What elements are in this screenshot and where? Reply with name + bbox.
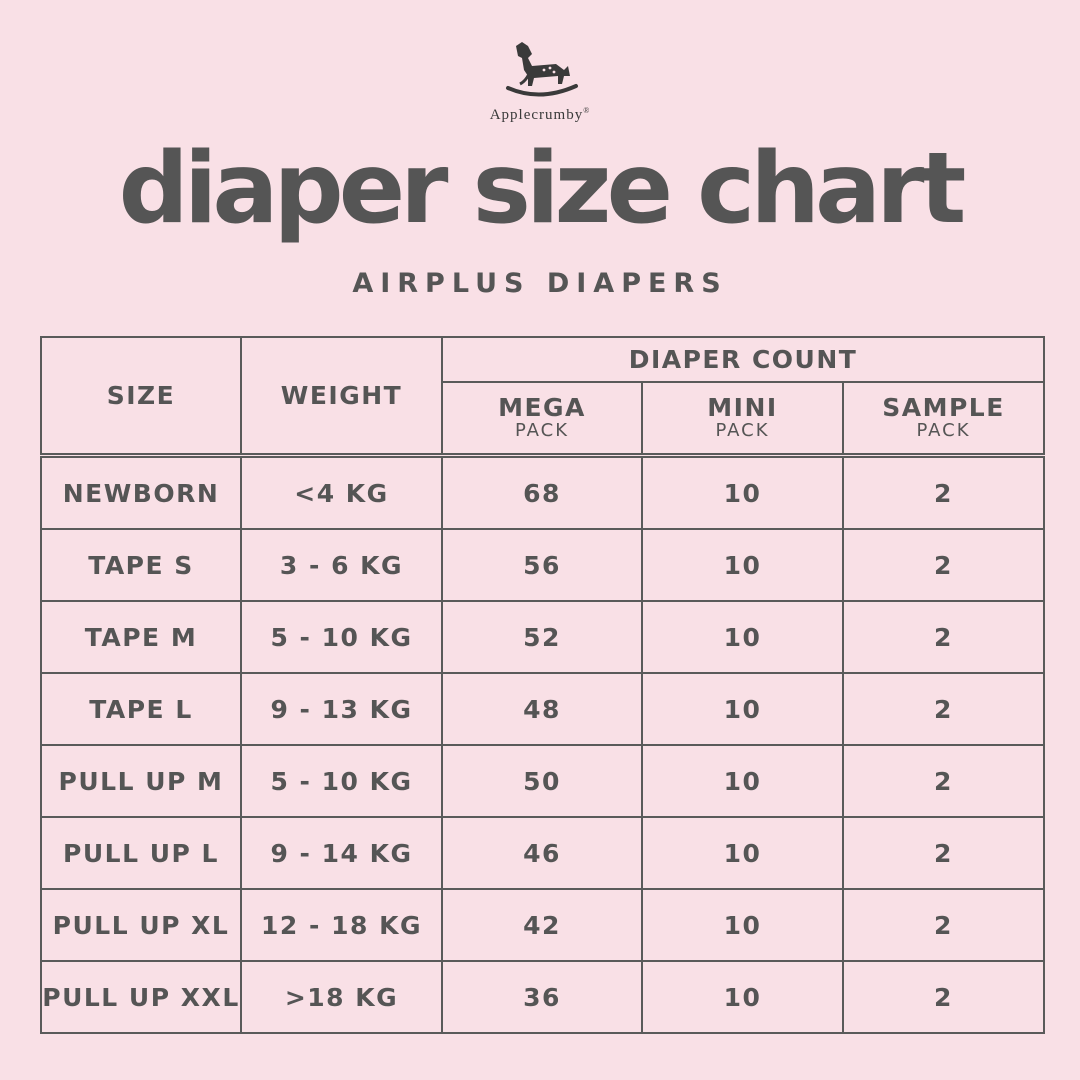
cell-sample-count: 2 (841, 888, 1046, 962)
cell-sample-count: 2 (841, 528, 1046, 602)
size-chart-body: NEWBORN <4 KG 68 10 2 TAPE S 3 - 6 KG 56… (40, 453, 1046, 1034)
cell-mini-count: 10 (641, 600, 844, 674)
header-weight: WEIGHT (240, 336, 443, 457)
cell-mini-count: 10 (641, 816, 844, 890)
cell-mega-count: 46 (441, 816, 643, 890)
table-row: PULL UP L 9 - 14 KG 46 10 2 (40, 816, 1046, 890)
cell-mini-count: 10 (641, 672, 844, 746)
table-row: NEWBORN <4 KG 68 10 2 (40, 453, 1046, 530)
cell-mini-count: 10 (641, 744, 844, 818)
cell-sample-count: 2 (841, 600, 1046, 674)
cell-weight: 5 - 10 KG (240, 744, 443, 818)
cell-weight: 9 - 14 KG (240, 816, 443, 890)
cell-mega-count: 36 (441, 960, 643, 1034)
table-row: TAPE M 5 - 10 KG 52 10 2 (40, 600, 1046, 674)
cell-mini-count: 10 (641, 528, 844, 602)
cell-mega-count: 48 (441, 672, 643, 746)
cell-size: TAPE M (40, 600, 242, 674)
cell-mini-count: 10 (641, 453, 844, 530)
header-diaper-count: DIAPER COUNT (440, 336, 1046, 383)
cell-weight: 5 - 10 KG (240, 600, 443, 674)
cell-mega-count: 42 (441, 888, 643, 962)
size-chart-table: SIZE WEIGHT DIAPER COUNT MEGA PACK MINI … (40, 336, 1046, 1034)
cell-mega-count: 68 (441, 453, 643, 530)
cell-sample-count: 2 (841, 744, 1046, 818)
cell-size: PULL UP XL (40, 888, 242, 962)
brand-name: Applecrumby® (489, 106, 591, 123)
cell-size: NEWBORN (40, 453, 242, 530)
cell-size: PULL UP XXL (40, 960, 242, 1034)
cell-sample-count: 2 (841, 816, 1046, 890)
cell-mega-count: 50 (441, 744, 643, 818)
table-row: TAPE L 9 - 13 KG 48 10 2 (40, 672, 1046, 746)
cell-sample-count: 2 (841, 453, 1046, 530)
header-mega-pack: MEGA PACK (441, 381, 643, 457)
brand-logo: Applecrumby® (0, 36, 1080, 124)
cell-sample-count: 2 (841, 672, 1046, 746)
table-row: PULL UP XL 12 - 18 KG 42 10 2 (40, 888, 1046, 962)
cell-weight: 3 - 6 KG (240, 528, 443, 602)
table-row: PULL UP XXL >18 KG 36 10 2 (40, 960, 1046, 1034)
cell-weight: 9 - 13 KG (240, 672, 443, 746)
rocking-horse-icon (506, 42, 578, 97)
cell-weight: 12 - 18 KG (240, 888, 443, 962)
cell-size: PULL UP L (40, 816, 242, 890)
cell-weight: <4 KG (240, 453, 443, 530)
page-subtitle: AIRPLUS DIAPERS (352, 268, 728, 299)
cell-size: PULL UP M (40, 744, 242, 818)
header-sample-pack: SAMPLE PACK (841, 381, 1046, 457)
table-row: TAPE S 3 - 6 KG 56 10 2 (40, 528, 1046, 602)
cell-weight: >18 KG (240, 960, 443, 1034)
cell-sample-count: 2 (841, 960, 1046, 1034)
page-title: diaper size chart (118, 132, 967, 246)
cell-mega-count: 52 (441, 600, 643, 674)
cell-mega-count: 56 (441, 528, 643, 602)
cell-mini-count: 10 (641, 960, 844, 1034)
header-mini-pack: MINI PACK (641, 381, 844, 457)
cell-size: TAPE S (40, 528, 242, 602)
header-size: SIZE (40, 336, 242, 457)
table-row: PULL UP M 5 - 10 KG 50 10 2 (40, 744, 1046, 818)
cell-size: TAPE L (40, 672, 242, 746)
cell-mini-count: 10 (641, 888, 844, 962)
